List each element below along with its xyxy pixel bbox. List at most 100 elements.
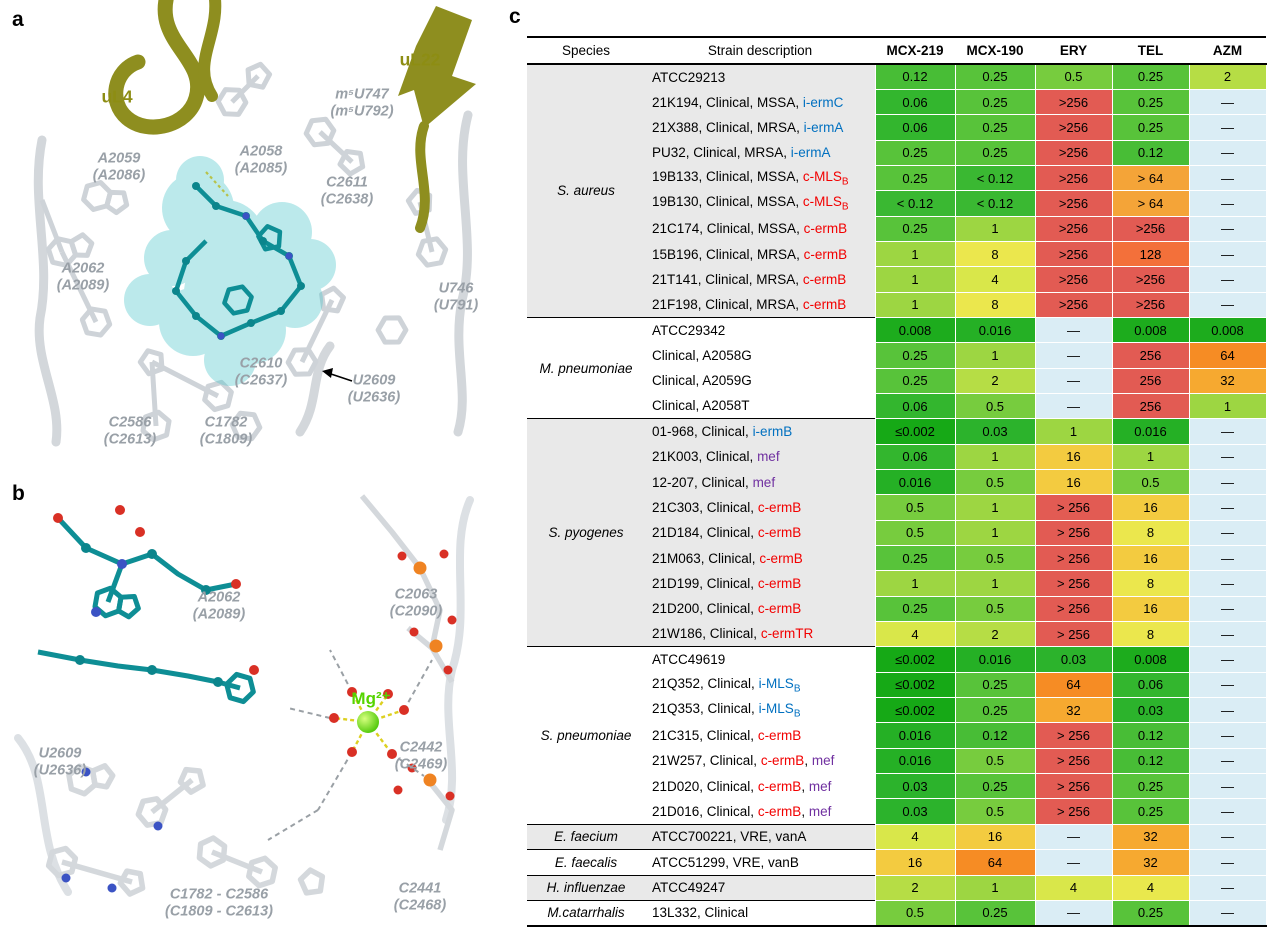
mic-cell: 1 — [954, 342, 1036, 369]
table-row: 15B196, Clinical, MRSA, c-ermB 1 8 >256 128— — [527, 240, 1267, 268]
mic-cell: — — [1188, 646, 1267, 673]
mic-cell: 0.06 — [874, 114, 956, 141]
mic-cell: >256 — [1111, 266, 1190, 293]
mic-cell: 0.03 — [1111, 697, 1190, 724]
mic-cell: 16 — [1034, 443, 1113, 471]
mic-cell: 32 — [1111, 849, 1190, 876]
mic-cell: ≤0.002 — [874, 418, 956, 445]
mic-cell: 0.25 — [954, 63, 1036, 90]
mic-cell: 1 — [1188, 392, 1267, 420]
mic-cell: 0.008 — [1111, 316, 1190, 344]
mic-cell: < 0.12 — [874, 190, 956, 217]
mic-cell: 0.016 — [1111, 418, 1190, 445]
mic-table: Species Strain description MCX-219 MCX-1… — [527, 36, 1267, 927]
table-row: S. pyogenes 01-968, Clinical, i-ermB ≤0.00… — [527, 418, 1267, 647]
mic-cell: 0.06 — [874, 392, 956, 420]
mic-cell: 16 — [954, 823, 1036, 851]
mic-cell: 1 — [1034, 418, 1113, 445]
mic-cell: — — [1034, 367, 1113, 394]
mic-cell: 128 — [1111, 240, 1190, 268]
mic-cell: 32 — [1034, 697, 1113, 724]
table-row: H. influenzae ATCC49247 2 1 4 4— — [527, 874, 1267, 901]
strain-cell: 21D199, Clinical, c-ermB — [645, 570, 875, 597]
mic-cell: > 256 — [1034, 545, 1113, 572]
table-row: 21W257, Clinical, c-ermB, mef 0.016 0.5 > 2… — [527, 747, 1267, 775]
mic-cell: 0.5 — [954, 798, 1036, 825]
mic-cell: — — [1188, 621, 1267, 648]
mic-cell: — — [1188, 823, 1267, 851]
strain-cell: 13L332, Clinical — [645, 899, 875, 927]
strain-cell: 19B130, Clinical, MSSA, c-MLSB — [645, 190, 875, 217]
mg-ion — [357, 711, 379, 733]
mic-cell: 0.25 — [874, 367, 956, 394]
mic-cell: 2 — [954, 621, 1036, 648]
mic-cell: 4 — [954, 266, 1036, 293]
mic-cell: — — [1188, 240, 1267, 268]
mic-cell: >256 — [1034, 240, 1113, 268]
mic-cell: — — [1034, 316, 1113, 344]
table-header-row: Species Strain description MCX-219 MCX-1… — [527, 36, 1266, 65]
strain-cell: ATCC29213 — [645, 63, 875, 90]
mic-cell: 2 — [954, 367, 1036, 394]
mic-cell: > 256 — [1034, 519, 1113, 547]
mic-cell: — — [1188, 266, 1267, 293]
strain-cell: ATCC700221, VRE, vanA — [645, 823, 875, 850]
table-row: 21K194, Clinical, MSSA, i-ermC 0.06 0.25 >2… — [527, 88, 1267, 116]
mic-cell: 16 — [1034, 468, 1113, 496]
mic-cell: 0.25 — [1111, 63, 1190, 90]
mic-cell: > 64 — [1111, 190, 1190, 217]
strain-cell: Clinical, A2058T — [652, 398, 750, 414]
strain-cell: 21T141, Clinical, MRSA, c-ermB — [645, 266, 875, 293]
mic-cell: ≤0.002 — [874, 646, 956, 673]
mic-cell: 0.03 — [874, 798, 956, 825]
mic-cell: > 256 — [1034, 570, 1113, 597]
mic-cell: 0.25 — [1111, 114, 1190, 141]
mic-cell: 1 — [954, 570, 1036, 597]
species-cell: S. pneumoniae — [527, 646, 645, 825]
strain-cell: 01-968, Clinical, i-ermB — [645, 418, 875, 445]
mic-cell: — — [1188, 164, 1267, 192]
table-row: 21X388, Clinical, MRSA, i-ermA 0.06 0.25 >2… — [527, 114, 1267, 141]
mic-cell: 0.5 — [954, 392, 1036, 420]
table-row: E. faecium ATCC700221, VRE, vanA 4 16—32— — [527, 823, 1267, 851]
strain-cell: 21X388, Clinical, MRSA, i-ermA — [645, 114, 875, 141]
water-molecules — [329, 687, 409, 759]
mic-cell: >256 — [1111, 215, 1190, 242]
table-row: 21D016, Clinical, c-ermB, mef 0.03 0.5 > 25… — [527, 798, 1267, 825]
mic-cell: 1 — [954, 519, 1036, 547]
mic-cell: >256 — [1034, 88, 1113, 116]
strain-cell: Clinical, A2058G — [652, 347, 752, 363]
table-row: 19B130, Clinical, MSSA, c-MLSB < 0.12 < 0.… — [527, 190, 1267, 217]
mic-cell: < 0.12 — [954, 190, 1036, 217]
mic-cell: 32 — [1188, 367, 1267, 394]
mic-cell: — — [1188, 114, 1267, 141]
mic-cell: 256 — [1111, 367, 1190, 394]
mic-cell: > 64 — [1111, 164, 1190, 192]
mic-cell: 256 — [1111, 392, 1190, 420]
mic-cell: 1 — [954, 874, 1036, 901]
mic-cell: 0.5 — [954, 468, 1036, 496]
mic-cell: > 256 — [1034, 773, 1113, 800]
mic-cell: 0.03 — [1034, 646, 1113, 673]
strain-cell: 21M063, Clinical, c-ermB — [645, 545, 875, 571]
mic-cell: 8 — [1111, 570, 1190, 597]
strain-cell: 21Q352, Clinical, i-MLSB — [652, 675, 801, 695]
mic-cell: — — [1034, 823, 1113, 851]
mic-cell: 64 — [1188, 342, 1267, 369]
mic-cell: 2 — [1188, 63, 1267, 90]
table-row: 21W186, Clinical, c-ermTR 4 2 > 256 8— — [527, 621, 1267, 648]
mic-cell: 0.12 — [874, 63, 956, 90]
mic-cell: 8 — [1111, 519, 1190, 547]
drug-sticks — [37, 516, 255, 704]
strain-cell: 21C315, Clinical, c-ermB — [652, 728, 802, 744]
mic-cell: 0.25 — [954, 697, 1036, 724]
table-row: E. faecalis ATCC51299, VRE, vanB 16 64—32— — [527, 849, 1267, 876]
species-cell: E. faecalis — [527, 849, 645, 875]
mic-cell: >256 — [1111, 291, 1190, 318]
mic-cell: 0.25 — [1111, 899, 1190, 927]
table-row: 21Q352, Clinical, i-MLSB ≤0.002 0.25 64 0.06… — [527, 671, 1267, 699]
strain-cell: 21D184, Clinical, c-ermB — [645, 520, 875, 546]
table-row: 19B133, Clinical, MSSA, c-MLSB 0.25 < 0.12… — [527, 164, 1267, 192]
mic-cell: 0.25 — [954, 88, 1036, 116]
